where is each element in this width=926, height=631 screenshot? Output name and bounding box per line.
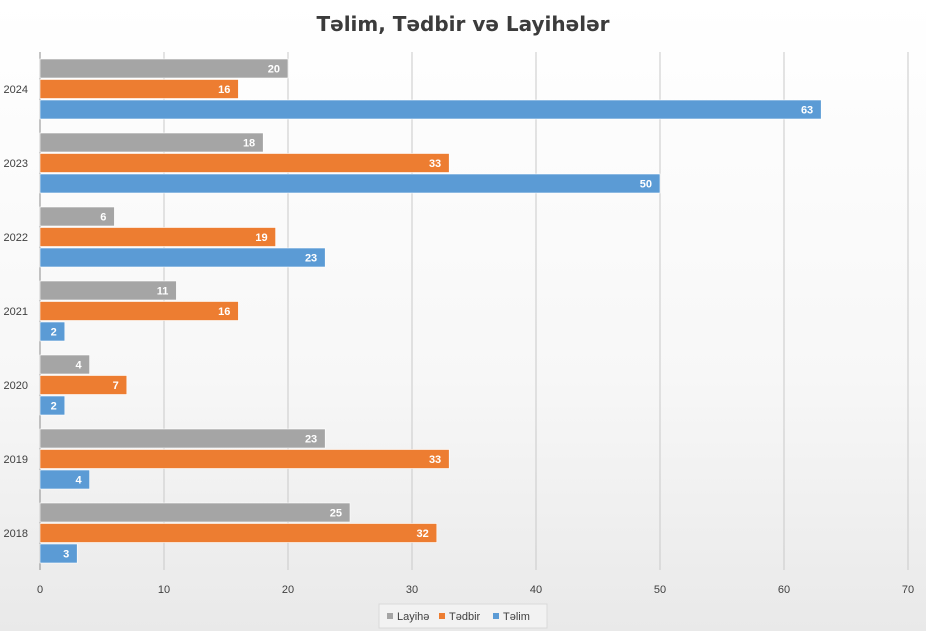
bar — [39, 79, 239, 99]
x-tick-label: 0 — [37, 584, 43, 596]
bar — [39, 354, 90, 375]
data-label: 32 — [417, 528, 429, 540]
legend-swatch — [387, 613, 393, 619]
chart-title: Təlim, Tədbir və Layihələr — [316, 12, 609, 36]
bar — [39, 247, 326, 268]
bar — [39, 543, 78, 564]
data-label: 2 — [51, 401, 57, 413]
bars — [39, 58, 822, 564]
data-label: 16 — [218, 306, 230, 318]
data-label: 19 — [255, 232, 267, 244]
bar — [39, 173, 661, 194]
bar — [39, 428, 326, 449]
data-label: 23 — [305, 253, 317, 265]
y-category-label: 2022 — [4, 232, 28, 244]
data-label: 6 — [100, 212, 106, 224]
data-label: 50 — [640, 179, 652, 191]
x-tick-label: 30 — [406, 584, 418, 596]
data-label: 11 — [157, 286, 169, 298]
data-label: 33 — [429, 454, 441, 466]
legend[interactable]: Layihə Tədbir Təlim — [378, 603, 548, 629]
x-tick-label: 60 — [778, 584, 790, 596]
data-label: 7 — [113, 380, 119, 392]
data-label: 33 — [429, 158, 441, 170]
y-category-label: 2018 — [4, 528, 28, 540]
bar — [39, 502, 351, 523]
x-axis: 0 10 20 30 40 50 60 70 — [37, 584, 914, 596]
data-label: 23 — [305, 434, 317, 446]
y-axis: 2018 2019 2020 2021 2022 2023 2024 — [4, 84, 28, 540]
data-label: 16 — [218, 84, 230, 96]
bar — [39, 523, 438, 543]
legend-item[interactable]: Təlim — [503, 611, 530, 623]
data-label: 18 — [243, 138, 255, 150]
x-tick-label: 20 — [282, 584, 294, 596]
data-label: 4 — [75, 475, 82, 487]
bar — [39, 301, 239, 321]
data-label: 4 — [75, 360, 82, 372]
bar — [39, 99, 822, 120]
y-category-label: 2020 — [4, 380, 28, 392]
data-label: 2 — [51, 327, 57, 339]
legend-swatch — [439, 613, 445, 619]
y-category-label: 2023 — [4, 158, 28, 170]
data-labels: 25 32 3 23 33 4 4 7 2 11 16 2 6 19 23 18 33 50 20 16 63 — [51, 64, 814, 561]
bar — [39, 395, 66, 416]
bar — [39, 132, 264, 153]
legend-item[interactable]: Layihə — [397, 611, 429, 623]
x-tick-label: 40 — [530, 584, 542, 596]
bar — [39, 449, 450, 469]
bar — [39, 58, 289, 79]
x-tick-label: 50 — [654, 584, 666, 596]
bar — [39, 321, 66, 342]
y-category-label: 2024 — [4, 84, 28, 96]
x-tick-label: 10 — [158, 584, 170, 596]
bar — [39, 153, 450, 173]
bar — [39, 227, 276, 247]
bar — [39, 206, 115, 227]
y-category-label: 2021 — [4, 306, 28, 318]
bar — [39, 280, 177, 301]
legend-box — [378, 603, 548, 629]
x-tick-label: 70 — [902, 584, 914, 596]
data-label: 20 — [268, 64, 280, 76]
data-label: 3 — [63, 549, 69, 561]
legend-item[interactable]: Tədbir — [449, 611, 481, 623]
data-label: 25 — [330, 508, 342, 520]
bar — [39, 375, 128, 395]
legend-swatch — [493, 613, 499, 619]
bar — [39, 469, 90, 490]
y-category-label: 2019 — [4, 454, 28, 466]
data-label: 63 — [801, 105, 813, 117]
